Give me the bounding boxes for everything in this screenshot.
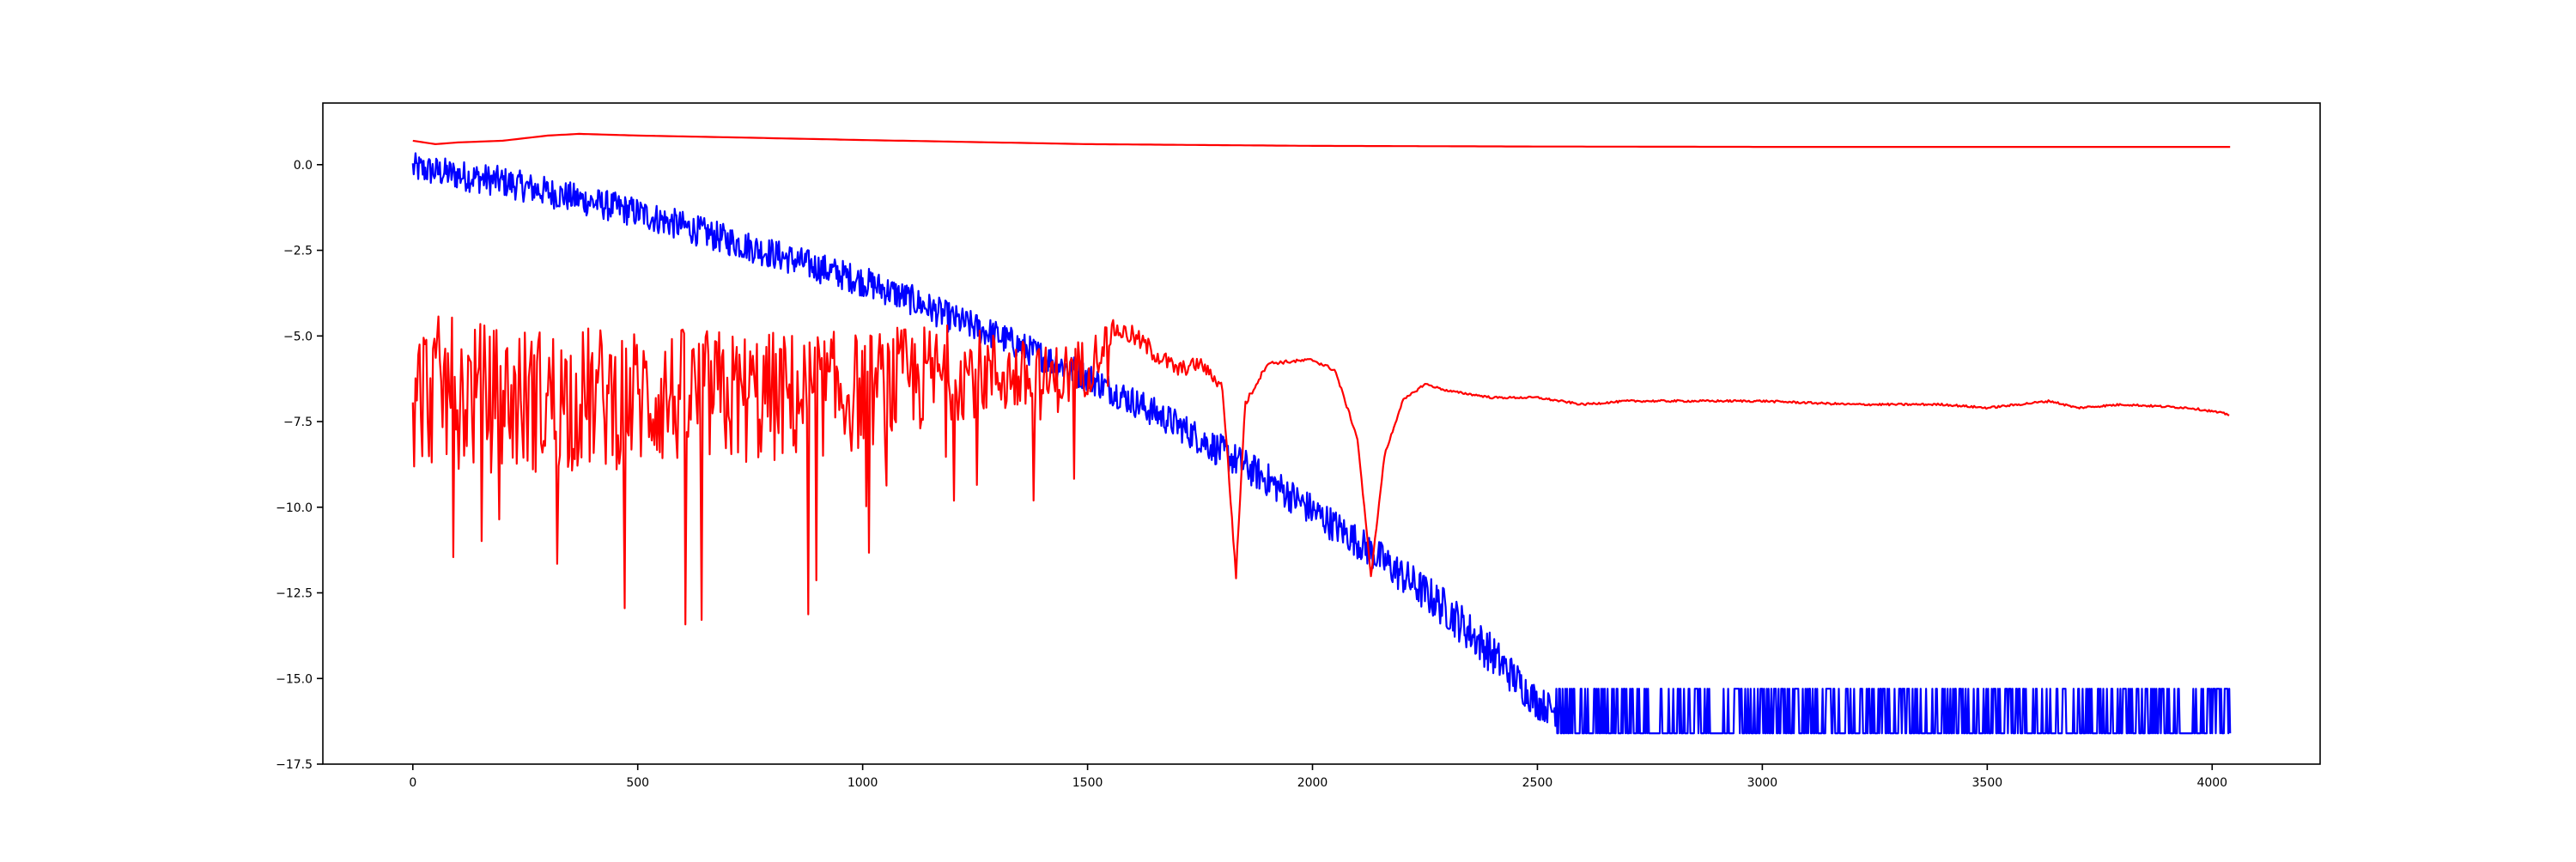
series-line-1 [412, 132, 2231, 149]
x-tick-label: 3500 [1972, 776, 2003, 790]
axes-layer: 0 500 1000 1500 2000 2500 3000 3500 4000 0.0 −2.5 −… [276, 102, 2321, 790]
y-tick-label: −17.5 [276, 758, 313, 772]
y-tick-label: −5.0 [283, 330, 313, 343]
plot-frame [322, 102, 2321, 765]
y-tick-label: −7.5 [283, 416, 313, 429]
x-tick-label: 2500 [1522, 776, 1553, 790]
x-tick-label: 1500 [1072, 776, 1103, 790]
x-tick-label: 1000 [848, 776, 878, 790]
y-tick-label: −10.0 [276, 501, 313, 515]
y-tick-label: 0.0 [294, 159, 313, 173]
series-line-2 [411, 315, 2230, 626]
x-tick-label: 3000 [1747, 776, 1778, 790]
y-tick-label: −15.0 [276, 672, 313, 686]
y-tick-label: −2.5 [283, 245, 313, 258]
x-tick-label: 2000 [1297, 776, 1328, 790]
series-line-0 [411, 152, 2232, 735]
series-layer [411, 132, 2232, 735]
x-tick-label: 500 [626, 776, 649, 790]
y-tick-label: −12.5 [276, 587, 313, 601]
x-tick-label: 4000 [2196, 776, 2227, 790]
x-tick-label: 0 [409, 776, 416, 790]
